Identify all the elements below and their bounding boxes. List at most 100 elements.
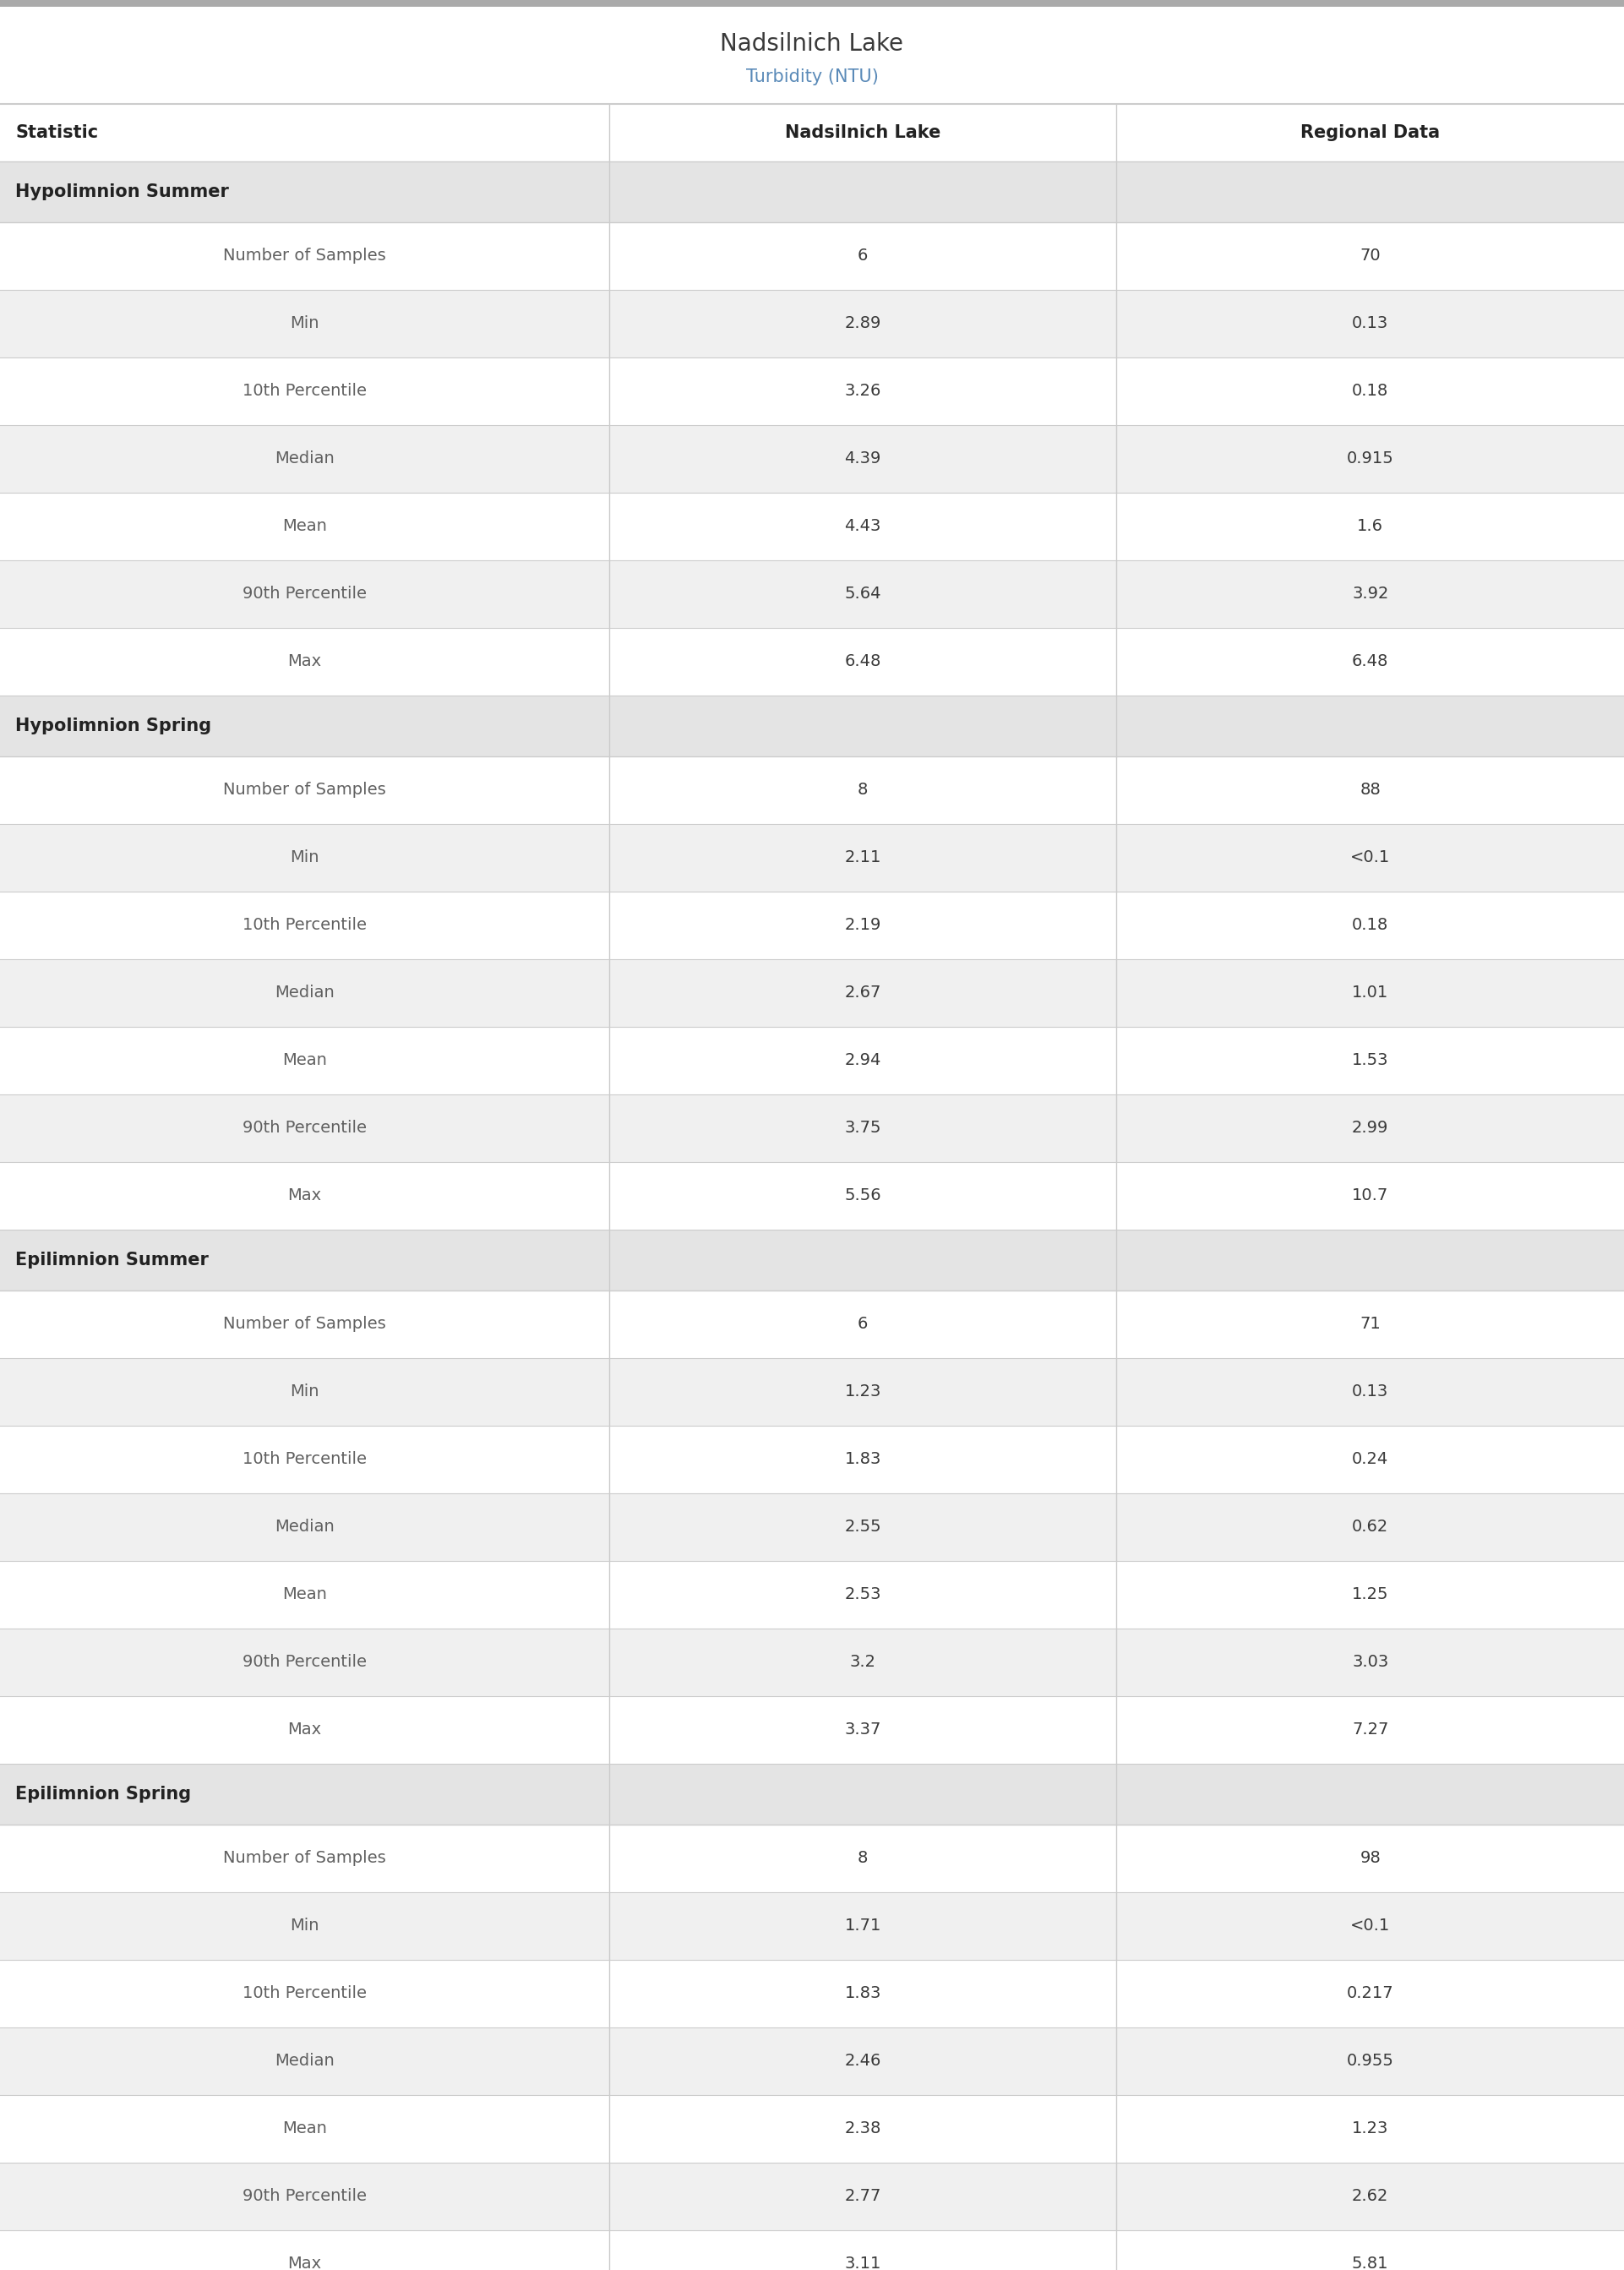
Text: 1.23: 1.23 [1351, 2120, 1389, 2136]
Text: Median: Median [274, 985, 335, 1001]
Text: 1.01: 1.01 [1351, 985, 1389, 1001]
Text: 88: 88 [1359, 783, 1380, 799]
Text: 1.23: 1.23 [844, 1385, 882, 1401]
Bar [0, 892, 1624, 960]
Text: Median: Median [274, 452, 335, 468]
Text: 6: 6 [857, 1317, 867, 1332]
Text: 3.2: 3.2 [849, 1655, 875, 1671]
Bar [0, 1959, 1624, 2027]
Text: 0.955: 0.955 [1346, 2054, 1393, 2070]
Bar [0, 2095, 1624, 2163]
Text: 0.18: 0.18 [1351, 384, 1389, 400]
Bar [0, 1162, 1624, 1230]
Text: 98: 98 [1359, 1850, 1380, 1866]
Text: 5.56: 5.56 [844, 1187, 882, 1203]
Text: 3.03: 3.03 [1351, 1655, 1389, 1671]
Text: 0.24: 0.24 [1351, 1451, 1389, 1469]
Text: 90th Percentile: 90th Percentile [242, 586, 367, 602]
Bar [0, 1696, 1624, 1764]
Text: 1.71: 1.71 [844, 1918, 882, 1934]
Text: Min: Min [291, 1918, 318, 1934]
Text: 0.18: 0.18 [1351, 917, 1389, 933]
Text: 8: 8 [857, 783, 867, 799]
Text: 1.83: 1.83 [844, 1986, 882, 2002]
Text: 90th Percentile: 90th Percentile [242, 1119, 367, 1137]
Text: 8: 8 [857, 1850, 867, 1866]
Text: Epilimnion Spring: Epilimnion Spring [15, 1786, 192, 1802]
Bar [0, 1292, 1624, 1357]
Text: 7.27: 7.27 [1351, 1723, 1389, 1739]
Text: 90th Percentile: 90th Percentile [242, 1655, 367, 1671]
Text: 2.89: 2.89 [844, 316, 882, 331]
Text: Max: Max [287, 1187, 322, 1203]
Text: 2.55: 2.55 [844, 1519, 882, 1535]
Text: Max: Max [287, 654, 322, 670]
Text: Nadsilnich Lake: Nadsilnich Lake [784, 125, 940, 141]
Text: 2.67: 2.67 [844, 985, 882, 1001]
Text: 3.92: 3.92 [1351, 586, 1389, 602]
Text: 5.81: 5.81 [1351, 2256, 1389, 2270]
Text: 2.53: 2.53 [844, 1587, 882, 1603]
Bar [0, 291, 1624, 356]
Text: 10th Percentile: 10th Percentile [242, 1986, 367, 2002]
Text: 10.7: 10.7 [1351, 1187, 1389, 1203]
Text: Min: Min [291, 849, 318, 865]
Text: 10th Percentile: 10th Percentile [242, 917, 367, 933]
Bar [0, 1893, 1624, 1959]
Bar [0, 1562, 1624, 1628]
Text: 2.38: 2.38 [844, 2120, 882, 2136]
Bar [0, 222, 1624, 291]
Text: Max: Max [287, 2256, 322, 2270]
Text: 3.75: 3.75 [844, 1119, 882, 1137]
Bar [0, 1426, 1624, 1494]
Bar [0, 161, 1624, 222]
Text: Hypolimnion Summer: Hypolimnion Summer [15, 184, 229, 200]
Bar [0, 0, 1624, 7]
Bar [0, 424, 1624, 493]
Text: 3.11: 3.11 [844, 2256, 882, 2270]
Text: Max: Max [287, 1723, 322, 1739]
Text: 90th Percentile: 90th Percentile [242, 2188, 367, 2204]
Bar [0, 2231, 1624, 2270]
Bar [0, 824, 1624, 892]
Text: Epilimnion Summer: Epilimnion Summer [15, 1251, 208, 1269]
Text: Mean: Mean [283, 2120, 326, 2136]
Text: Number of Samples: Number of Samples [222, 247, 387, 263]
Text: 1.53: 1.53 [1351, 1053, 1389, 1069]
Text: 71: 71 [1359, 1317, 1380, 1332]
Bar [0, 1230, 1624, 1292]
Text: 70: 70 [1359, 247, 1380, 263]
Bar [0, 960, 1624, 1026]
Text: 0.217: 0.217 [1346, 1986, 1393, 2002]
Text: 10th Percentile: 10th Percentile [242, 1451, 367, 1469]
Text: Number of Samples: Number of Samples [222, 1317, 387, 1332]
Text: 2.19: 2.19 [844, 917, 882, 933]
Text: Statistic: Statistic [15, 125, 97, 141]
Text: 4.39: 4.39 [844, 452, 882, 468]
Bar [0, 1825, 1624, 1893]
Bar [0, 1357, 1624, 1426]
Text: 2.77: 2.77 [844, 2188, 882, 2204]
Bar [0, 104, 1624, 161]
Text: 4.43: 4.43 [844, 518, 882, 533]
Text: 1.25: 1.25 [1351, 1587, 1389, 1603]
Bar [0, 695, 1624, 756]
Text: 0.915: 0.915 [1346, 452, 1393, 468]
Text: Median: Median [274, 2054, 335, 2070]
Text: 0.13: 0.13 [1351, 1385, 1389, 1401]
Text: 6.48: 6.48 [1351, 654, 1389, 670]
Bar [0, 629, 1624, 695]
Text: 2.46: 2.46 [844, 2054, 882, 2070]
Bar [0, 356, 1624, 424]
Bar [0, 1628, 1624, 1696]
Text: 2.11: 2.11 [844, 849, 882, 865]
Text: <0.1: <0.1 [1350, 1918, 1390, 1934]
Bar [0, 2027, 1624, 2095]
Text: Mean: Mean [283, 518, 326, 533]
Text: 3.37: 3.37 [844, 1723, 882, 1739]
Text: 6: 6 [857, 247, 867, 263]
Text: 1.6: 1.6 [1358, 518, 1384, 533]
Bar [0, 2163, 1624, 2231]
Text: Number of Samples: Number of Samples [222, 783, 387, 799]
Text: 0.13: 0.13 [1351, 316, 1389, 331]
